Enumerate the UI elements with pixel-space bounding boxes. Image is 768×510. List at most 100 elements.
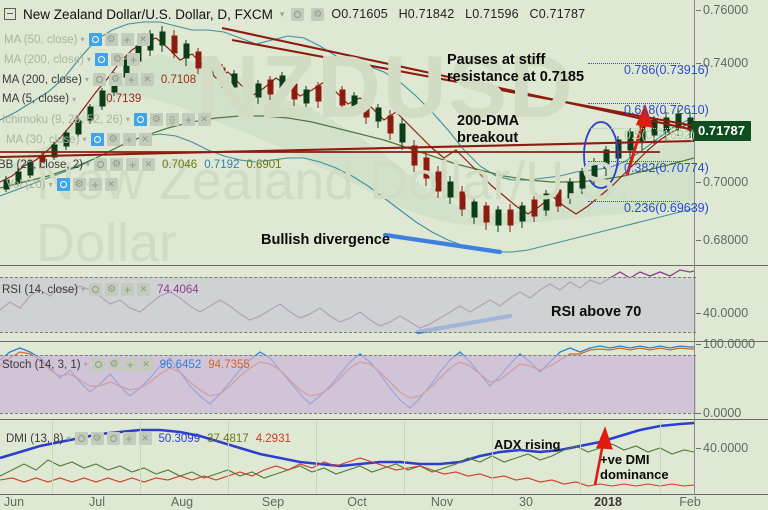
legend-value-adx: 50.3099 [158,432,201,445]
legend-value-upper: 0.7192 [204,158,240,171]
add-icon[interactable] [126,53,140,66]
gear-icon[interactable] [108,73,122,86]
close-icon[interactable] [139,358,153,371]
legend-label: DMI (13, 8) [6,432,64,445]
chevron-down-icon[interactable]: ▾ [81,285,86,294]
visibility-icon[interactable] [56,178,70,191]
legend-value: 0.7108 [160,73,197,86]
close-icon[interactable] [136,33,150,46]
close-icon[interactable] [140,73,154,86]
chevron-down-icon[interactable]: ▾ [279,8,285,19]
close-icon[interactable] [138,133,152,146]
gear-icon[interactable] [311,7,325,21]
annotation-adx-rising: ADX rising [494,437,561,452]
gridline [52,420,53,494]
visibility-icon[interactable] [92,73,106,86]
rsi-overbought-line [0,277,696,278]
dmi-tick: 40.0000 [703,441,749,455]
legend-label: MA (30, close) [6,133,80,146]
gear-icon[interactable] [106,133,120,146]
add-icon[interactable] [124,73,138,86]
chevron-down-icon[interactable]: ▾ [83,360,88,369]
plus-di-line [0,443,694,479]
visibility-icon[interactable] [94,53,108,66]
legend-label: Stoch (14, 3, 1) [2,358,81,371]
gear-icon[interactable] [90,432,104,445]
chevron-down-icon[interactable]: ▾ [86,160,91,169]
add-icon[interactable] [122,432,136,445]
stoch-tick-100: 100.0000 [703,337,756,351]
add-icon[interactable] [126,158,140,171]
symbol-title[interactable]: New Zealand Dollar/U.S. Dollar, D, FXCM [23,6,273,22]
current-price-badge: 0.71787 [692,121,751,141]
chevron-down-icon[interactable]: ▾ [66,434,71,443]
gear-icon[interactable] [110,158,124,171]
visibility-icon[interactable] [91,358,105,371]
gear-icon[interactable] [110,53,124,66]
fib-label-618: 0.618(0.72610) [624,103,709,117]
source-icon[interactable] [165,113,179,126]
visibility-icon[interactable] [89,283,103,296]
legend-ma-200[interactable]: MA (200, close) ▾ 0.7108 [2,73,196,86]
legend-value-d: 94.7355 [208,358,250,371]
record-icon[interactable] [291,7,305,21]
add-icon[interactable] [123,358,137,371]
chevron-down-icon[interactable]: ▾ [125,115,130,124]
visibility-icon[interactable] [74,432,88,445]
add-icon[interactable] [88,178,102,191]
close-icon[interactable] [138,432,152,445]
gear-icon[interactable] [149,113,163,126]
chevron-down-icon[interactable]: ▾ [72,94,77,104]
ohlc-close: C0.71787 [529,7,586,21]
annotation-resistance: Pauses at stiff resistance at 0.7185 [447,52,585,85]
close-icon[interactable] [197,113,211,126]
gridline [140,420,141,494]
chevron-down-icon[interactable]: ▾ [48,180,53,189]
legend-label: MA (50, close) [4,33,78,46]
add-icon[interactable] [121,283,135,296]
legend-stochastic[interactable]: Stoch (14, 3, 1) ▾ 96.6452 94.7355 [2,358,250,371]
gridline [580,420,581,494]
legend-ichimoku[interactable]: Ichimoku (9, 26, 52, 26) ▾ [2,113,211,126]
visibility-icon[interactable] [94,158,108,171]
time-axis[interactable]: Jun Jul Aug Sep Oct Nov 30 2018 Feb [0,495,768,510]
legend-ma-5[interactable]: MA (5, close) ▾ 0.7139 [2,93,141,105]
style-icon[interactable] [106,432,120,445]
legend-rsi[interactable]: RSI (14, close) ▾ 74.4064 [2,283,199,296]
legend-label: Ichimoku (9, 26, 52, 26) [2,113,123,126]
chevron-down-icon[interactable]: ▾ [84,75,89,84]
close-icon[interactable] [142,158,156,171]
chevron-down-icon[interactable]: ▾ [80,35,85,44]
legend-ma-50[interactable]: MA (50, close) ▾ [4,33,150,46]
legend-bollinger-bands[interactable]: BB (20, close, 2) ▾ 0.7046 0.7192 0.6901 [0,158,282,171]
close-icon[interactable] [137,283,151,296]
rsi-tick: 40.0000 [703,306,749,320]
price-tick: 0.70000 [703,175,749,189]
x-label-aug: Aug [170,495,194,509]
gear-icon[interactable] [72,178,86,191]
legend-label: MA (200, close) [2,73,82,86]
visibility-icon[interactable] [88,33,102,46]
x-label-30: 30 [519,495,533,509]
gear-icon[interactable] [107,358,121,371]
legend-ma-30[interactable]: MA (30, close) ▾ [6,133,152,146]
legend-ma-200-dim[interactable]: MA (200, close) ▾ [4,53,140,66]
chevron-down-icon[interactable]: ▾ [86,55,91,64]
add-icon[interactable] [120,33,134,46]
add-icon[interactable] [122,133,136,146]
x-label-jun: Jun [3,495,25,509]
gear-icon[interactable] [104,33,118,46]
gear-icon[interactable] [105,283,119,296]
legend-volume[interactable]: Vol (20) ▾ [6,178,118,191]
close-icon[interactable] [104,178,118,191]
collapse-icon[interactable] [4,8,16,20]
add-icon[interactable] [181,113,195,126]
visibility-icon[interactable] [133,113,147,126]
chevron-down-icon[interactable]: ▾ [82,135,87,144]
gridline [316,420,317,494]
legend-label: MA (5, close) [2,93,70,105]
legend-dmi[interactable]: DMI (13, 8) ▾ 50.3099 37.4817 4.2931 [6,432,291,445]
visibility-icon[interactable] [90,133,104,146]
x-label-nov: Nov [430,495,454,509]
price-axis[interactable]: 0.76000 0.74000 0.70000 0.68000 0.71787 … [692,0,768,495]
